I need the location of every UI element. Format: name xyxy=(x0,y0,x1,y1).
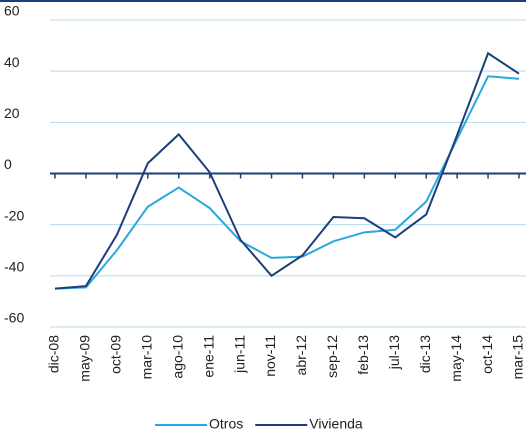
plot xyxy=(54,51,520,290)
x-tick-label: jul-13 xyxy=(386,335,402,370)
x-tick-label: dic-08 xyxy=(46,335,62,373)
x-tick-label: nov-11 xyxy=(262,335,278,377)
y-tick-label: -60 xyxy=(4,310,24,326)
x-tick-label: may-09 xyxy=(77,335,93,382)
x-tick-label: abr-12 xyxy=(293,335,309,376)
legend: Otros Vivienda xyxy=(155,416,363,432)
x-tick-label: ago-10 xyxy=(169,335,185,379)
x-tick-label: ene-11 xyxy=(200,335,216,378)
y-tick-label: 20 xyxy=(4,105,20,121)
y-tick-label: 40 xyxy=(4,54,20,70)
x-tick-label: dic-13 xyxy=(417,335,433,373)
grid: -60 -40 -20 0 20 40 60 dic-08 may-09 oct-09 mar-10… xyxy=(4,3,526,382)
x-tick-label: oct-09 xyxy=(108,335,124,374)
x-tick-label: may-14 xyxy=(448,335,464,382)
y-tick-label: 0 xyxy=(4,156,12,172)
y-tick-label: -20 xyxy=(4,207,24,223)
legend-label: Otros xyxy=(209,416,243,432)
x-tick-label: sep-12 xyxy=(324,335,340,378)
x-tick-label: mar-15 xyxy=(510,335,526,380)
x-tick-label: jun-11 xyxy=(231,335,247,374)
x-tick-label: feb-13 xyxy=(355,335,371,375)
series-line xyxy=(54,75,520,290)
x-tick-label: mar-10 xyxy=(139,335,155,380)
legend-label: Vivienda xyxy=(309,416,363,432)
series-line xyxy=(54,51,520,290)
x-tick-label: oct-14 xyxy=(479,335,495,374)
y-tick-label: 60 xyxy=(4,3,20,19)
y-tick-label: -40 xyxy=(4,259,24,275)
